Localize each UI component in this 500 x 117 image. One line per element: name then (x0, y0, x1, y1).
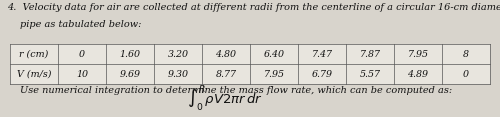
Text: $\int_0^R \rho V 2\pi r\, dr$: $\int_0^R \rho V 2\pi r\, dr$ (187, 84, 263, 113)
Text: 4.89: 4.89 (408, 70, 428, 79)
Text: 10: 10 (76, 70, 88, 79)
Text: 7.95: 7.95 (264, 70, 284, 79)
Text: 0: 0 (463, 70, 469, 79)
Text: V (m/s): V (m/s) (17, 70, 51, 79)
Text: 6.40: 6.40 (264, 50, 284, 59)
Text: 8: 8 (463, 50, 469, 59)
Text: 9.30: 9.30 (168, 70, 188, 79)
Text: 3.20: 3.20 (168, 50, 188, 59)
Text: 6.79: 6.79 (312, 70, 332, 79)
Text: pipe as tabulated below:: pipe as tabulated below: (20, 20, 142, 29)
Text: 0: 0 (79, 50, 85, 59)
Text: 7.87: 7.87 (360, 50, 380, 59)
Text: r (cm): r (cm) (20, 50, 48, 59)
Text: 8.77: 8.77 (216, 70, 236, 79)
Text: 7.47: 7.47 (312, 50, 332, 59)
Text: 4.  Velocity data for air are collected at different radii from the centerline o: 4. Velocity data for air are collected a… (8, 3, 500, 12)
Text: 9.69: 9.69 (120, 70, 141, 79)
Text: 4.80: 4.80 (216, 50, 236, 59)
Text: Use numerical integration to determine the mass flow rate, which can be computed: Use numerical integration to determine t… (20, 86, 452, 95)
Text: 1.60: 1.60 (120, 50, 141, 59)
Text: 5.57: 5.57 (360, 70, 380, 79)
Text: 7.95: 7.95 (408, 50, 428, 59)
FancyBboxPatch shape (10, 44, 490, 84)
